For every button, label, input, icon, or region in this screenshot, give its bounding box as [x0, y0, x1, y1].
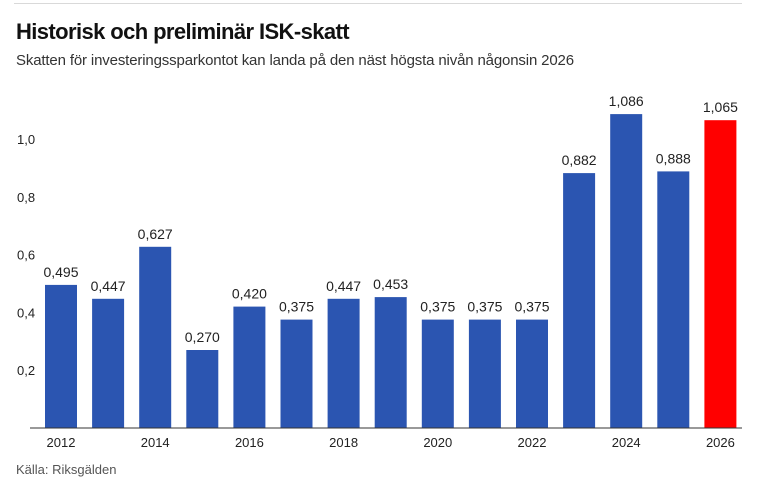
bar — [704, 120, 737, 428]
x-tick-label: 2024 — [612, 435, 641, 450]
y-tick-label: 0,4 — [17, 305, 35, 320]
bar — [45, 284, 77, 428]
y-tick-label: 0,6 — [17, 248, 35, 263]
bar — [139, 246, 172, 428]
bar — [186, 350, 219, 428]
bar-value-label: 0,627 — [138, 226, 173, 242]
x-tick-label: 2014 — [141, 435, 170, 450]
x-tick-label: 2026 — [706, 435, 735, 450]
x-axis-labels: 2012 2014 2016 2018 2020 2022 2024 2026 — [47, 435, 735, 450]
bar-value-label: 0,447 — [326, 278, 361, 294]
bar — [421, 319, 454, 428]
y-tick-label: 0,2 — [17, 363, 35, 378]
x-tick-label: 2016 — [235, 435, 264, 450]
bar — [468, 319, 501, 428]
bar-value-label: 0,375 — [514, 299, 549, 315]
bar — [374, 297, 407, 428]
bar — [516, 319, 548, 428]
x-tick-label: 2022 — [518, 435, 547, 450]
bar — [657, 171, 690, 428]
x-tick-label: 2018 — [329, 435, 358, 450]
bar — [327, 298, 360, 428]
bar-value-label: 0,495 — [43, 264, 78, 280]
bar-value-label: 0,375 — [467, 299, 502, 315]
bar-value-label: 0,447 — [91, 278, 126, 294]
source-note: Källa: Riksgälden — [16, 462, 117, 477]
chart-title: Historisk och preliminär ISK-skatt — [16, 19, 350, 44]
bar-value-label: 0,420 — [232, 286, 267, 302]
bar-value-label: 1,086 — [609, 93, 644, 109]
x-tick-label: 2012 — [47, 435, 76, 450]
bar — [280, 319, 313, 428]
chart-subtitle: Skatten för investeringssparkontot kan l… — [16, 52, 574, 69]
bar — [610, 114, 643, 428]
bars — [45, 114, 737, 428]
y-axis-labels: 0,2 0,4 0,6 0,8 1,0 — [17, 132, 35, 378]
bar-value-label: 0,888 — [656, 150, 691, 166]
value-labels: 0,495 0,447 0,627 0,270 0,420 0,375 0,447 0,453… — [43, 93, 738, 345]
bar-value-label: 0,453 — [373, 276, 408, 292]
bar — [233, 306, 266, 428]
bar-value-label: 0,270 — [185, 329, 220, 345]
y-tick-label: 1,0 — [17, 132, 35, 147]
bar — [563, 173, 596, 428]
bar-value-label: 0,882 — [562, 152, 597, 168]
bar — [92, 298, 125, 428]
bar-value-label: 0,375 — [279, 299, 314, 315]
bar-value-label: 0,375 — [420, 299, 455, 315]
y-tick-label: 0,8 — [17, 190, 35, 205]
bar-value-label: 1,065 — [703, 99, 738, 115]
top-divider — [14, 3, 742, 4]
x-tick-label: 2020 — [423, 435, 452, 450]
